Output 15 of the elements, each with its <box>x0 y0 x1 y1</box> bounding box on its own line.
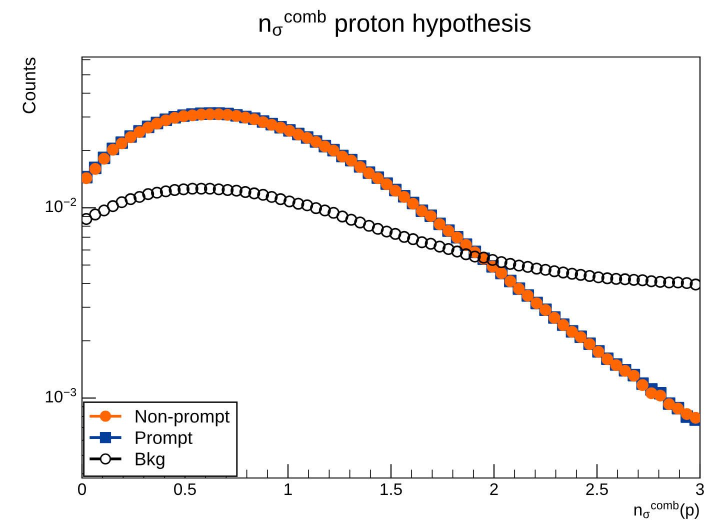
y-tick-label: 10$^{−3}$ <box>46 388 76 402</box>
x-tick-label: 0.5 <box>174 483 196 496</box>
chart-title: n$_{σ}$$^{comb}$ proton hypothesis <box>260 10 531 37</box>
x-tick-label: 3 <box>696 483 704 496</box>
y-tick-label: 10$^{−2}$ <box>46 198 76 212</box>
legend-label: Prompt <box>136 431 192 448</box>
y-axis-title: Counts <box>22 58 36 114</box>
x-tick-label: 2.5 <box>586 483 608 496</box>
x-tick-label: 0 <box>78 483 86 496</box>
x-tick-label: 1.5 <box>380 483 402 496</box>
legend-label: Bkg <box>136 452 164 469</box>
legend-label: Non-prompt <box>136 410 230 426</box>
x-tick-label: 1 <box>284 483 292 495</box>
x-tick-label: 2 <box>490 483 498 495</box>
x-axis-title: n$_{σ}$$^{comb}$(p) <box>634 500 699 519</box>
